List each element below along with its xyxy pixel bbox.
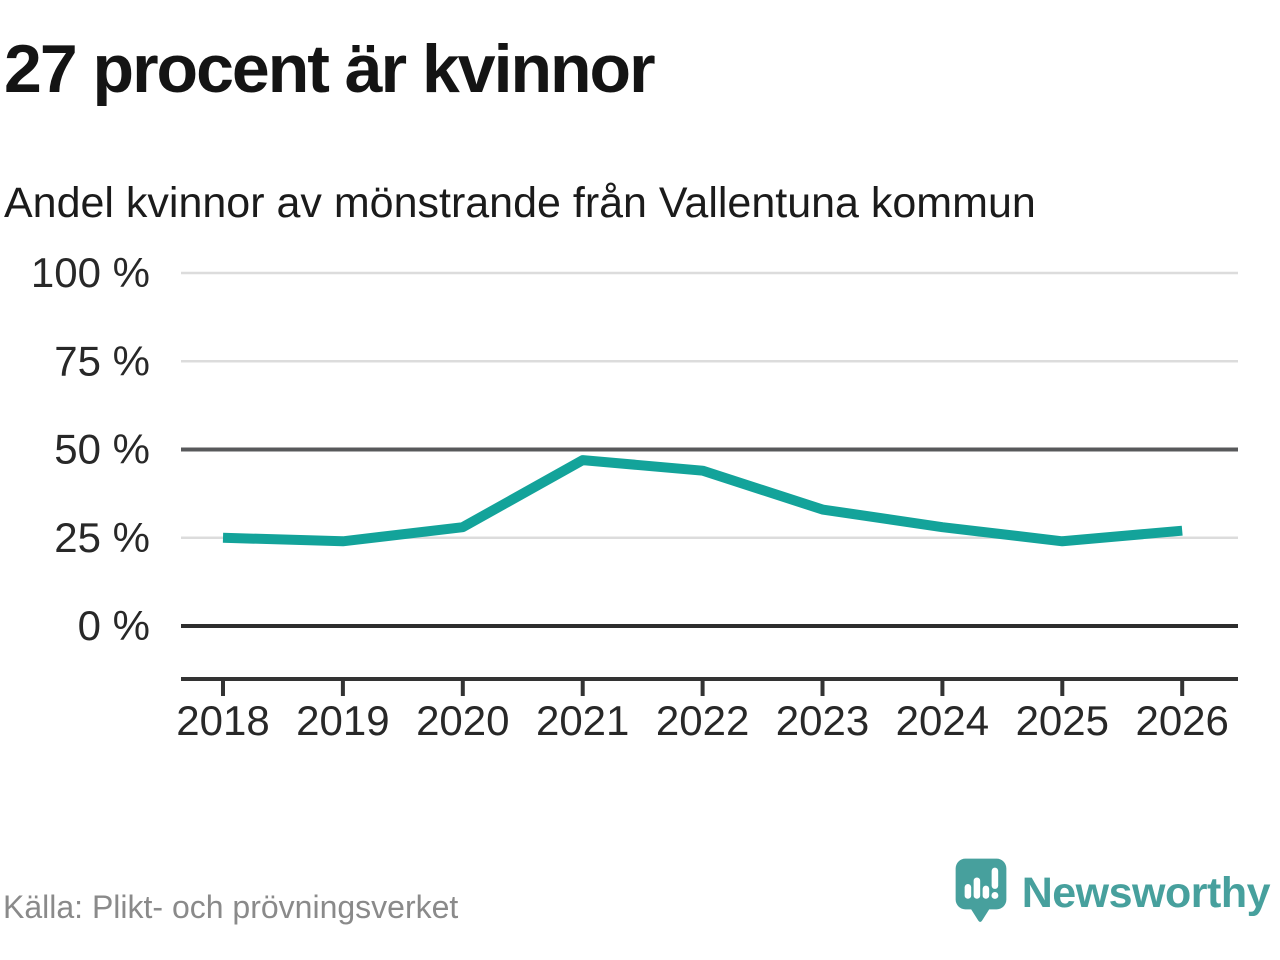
x-tick-label-2022: 2022 bbox=[656, 697, 749, 744]
y-tick-label-25: 25 % bbox=[54, 514, 150, 561]
logo-bar-3 bbox=[982, 885, 989, 899]
x-tick-label-2026: 2026 bbox=[1135, 697, 1228, 744]
x-tick-label-2020: 2020 bbox=[416, 697, 509, 744]
newsworthy-brand: Newsworthy bbox=[954, 856, 1271, 930]
logo-exclamation-bar bbox=[991, 867, 998, 889]
x-tick-label-2023: 2023 bbox=[776, 697, 869, 744]
logo-bar-1 bbox=[964, 884, 971, 899]
y-tick-label-0: 0 % bbox=[78, 602, 150, 649]
newsworthy-wordmark: Newsworthy bbox=[1021, 868, 1271, 917]
y-tick-label-100: 100 % bbox=[31, 249, 150, 296]
x-tick-label-2021: 2021 bbox=[536, 697, 629, 744]
x-tick-label-2018: 2018 bbox=[176, 697, 269, 744]
line-chart: 0 % 25 % 50 % 75 % 100 % 2018 2019 2020 2021 2022… bbox=[31, 249, 1238, 744]
logo-bar-2 bbox=[973, 877, 980, 899]
logo-bubble bbox=[955, 858, 1007, 923]
y-tick-label-50: 50 % bbox=[54, 426, 150, 473]
logo-exclamation-dot bbox=[991, 892, 999, 899]
x-tick-label-2025: 2025 bbox=[1016, 697, 1109, 744]
y-tick-label-75: 75 % bbox=[54, 337, 150, 384]
x-tick-label-2024: 2024 bbox=[896, 697, 989, 744]
data-line-andel-kvinnor-av-mönstrande bbox=[222, 455, 1183, 547]
chart-subtitle: Andel kvinnor av mönstrande från Vallent… bbox=[4, 179, 1036, 227]
x-tick-label-2019: 2019 bbox=[296, 697, 389, 744]
page-title: 27 procent är kvinnor bbox=[4, 31, 656, 107]
source-note: Källa: Plikt- och prövningsverket bbox=[3, 889, 459, 925]
newsworthy-logo-icon bbox=[955, 858, 1007, 923]
